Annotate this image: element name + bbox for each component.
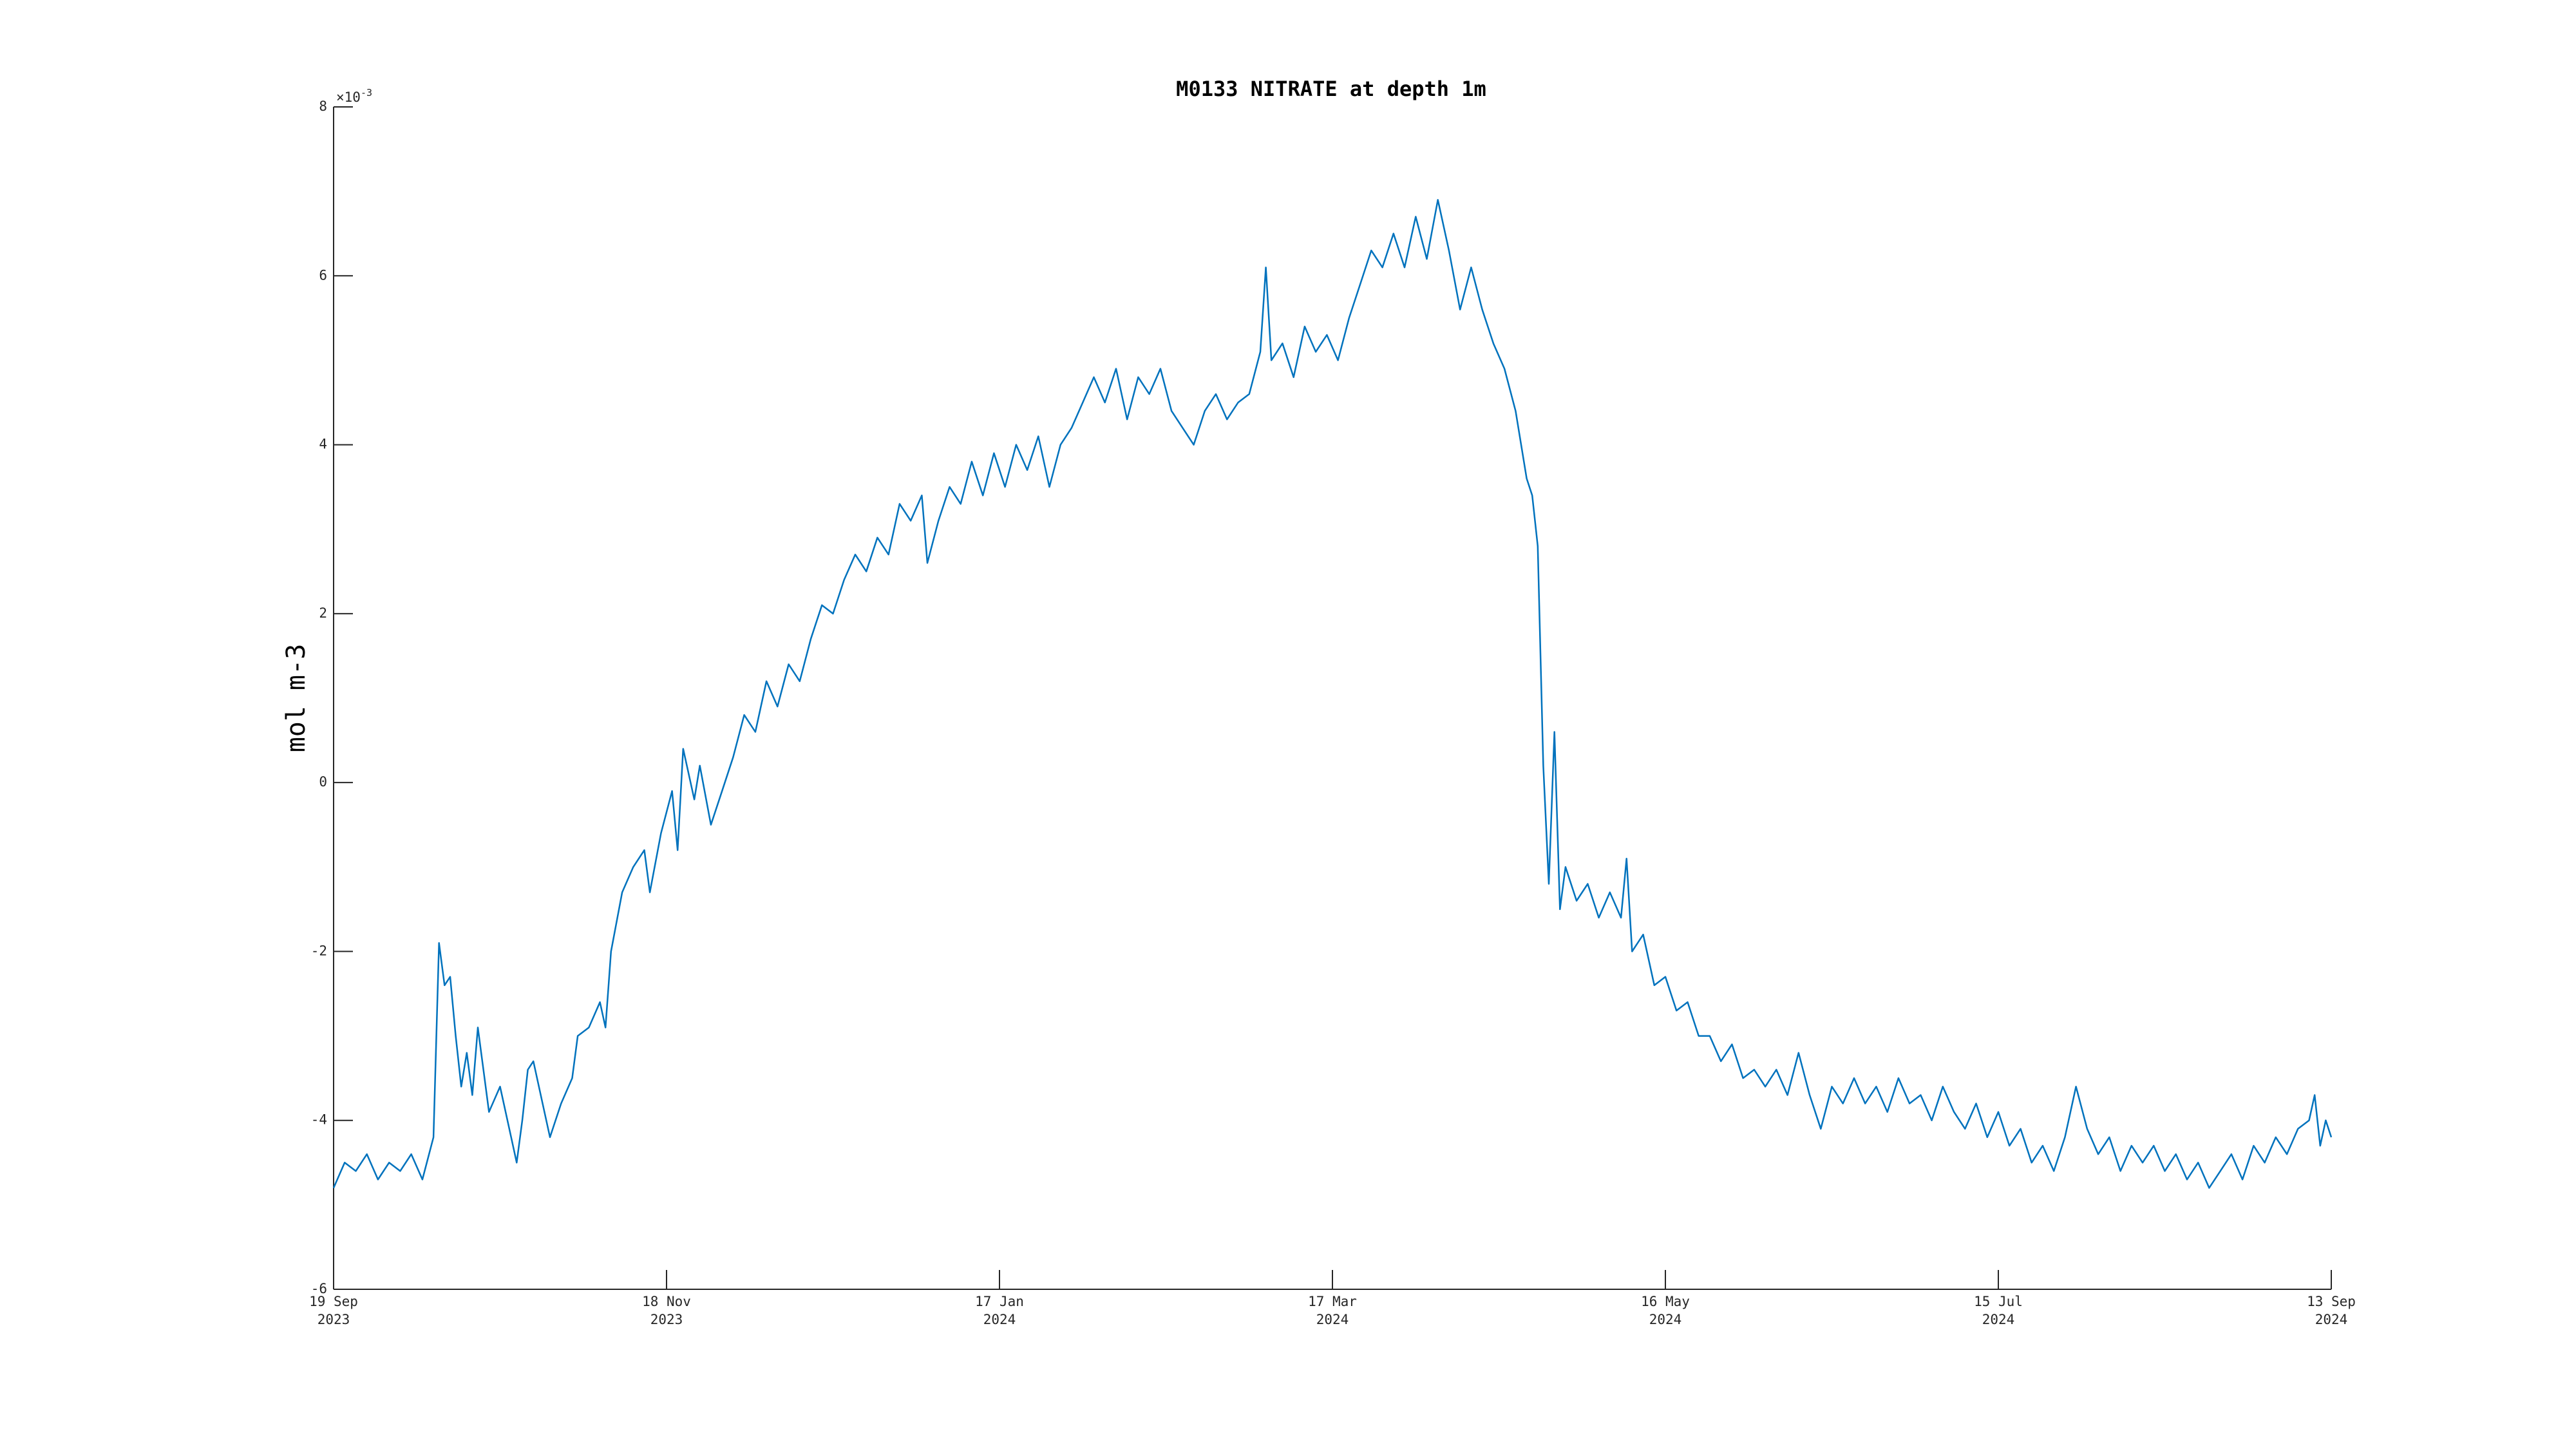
x-tick-label: 2024 — [1649, 1312, 1682, 1327]
data-line — [332, 199, 2333, 1189]
y-multiplier-base: ×10 — [336, 90, 361, 105]
y-tick-label: -6 — [311, 1281, 327, 1296]
x-tick-label: 2024 — [983, 1312, 1016, 1327]
x-tick-label: 15 Jul — [1974, 1294, 2023, 1309]
x-tick-label: 2023 — [650, 1312, 683, 1327]
chart-title: M0133 NITRATE at depth 1m — [1176, 77, 1486, 101]
x-tick-label: 2024 — [1316, 1312, 1349, 1327]
y-tick-label: 8 — [319, 99, 327, 114]
y-tick-label: 0 — [319, 774, 327, 790]
y-tick-label: 2 — [319, 605, 327, 621]
x-tick-label: 2023 — [317, 1312, 350, 1327]
x-tick-label: 19 Sep — [309, 1294, 358, 1309]
x-tick-label: 17 Jan — [975, 1294, 1024, 1309]
x-tick-label: 2024 — [1982, 1312, 2015, 1327]
y-axis-label: mol m-3 — [281, 644, 311, 753]
x-tick-label: 17 Mar — [1308, 1294, 1357, 1309]
y-multiplier: ×10-3 — [336, 87, 372, 106]
x-tick-label: 18 Nov — [642, 1294, 691, 1309]
x-tick-label: 13 Sep — [2307, 1294, 2356, 1309]
x-tick-label: 16 May — [1641, 1294, 1690, 1309]
y-tick-label: 6 — [319, 267, 327, 283]
y-tick-label: -4 — [311, 1112, 327, 1128]
x-tick-label: 2024 — [2315, 1312, 2348, 1327]
y-multiplier-exponent: -3 — [361, 87, 372, 99]
y-tick-label: -2 — [311, 943, 327, 958]
y-tick-label: 4 — [319, 437, 327, 452]
